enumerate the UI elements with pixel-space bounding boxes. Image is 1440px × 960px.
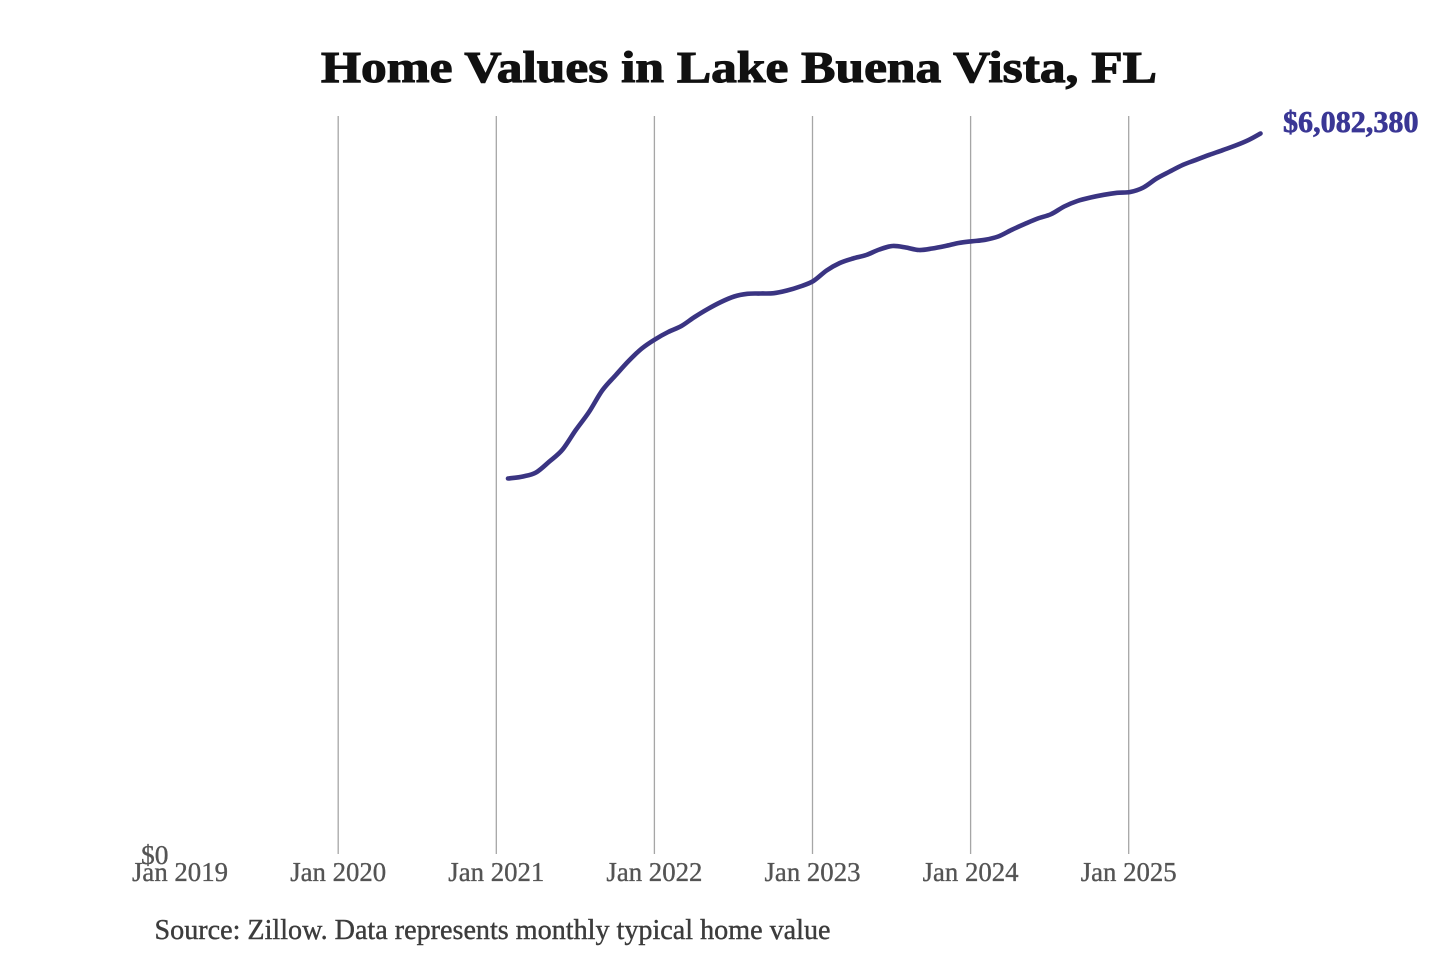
svg-text:Jan 2022: Jan 2022	[606, 856, 702, 887]
svg-text:Jan 2020: Jan 2020	[290, 856, 386, 887]
svg-text:Home Values in Lake Buena Vist: Home Values in Lake Buena Vista, FL	[321, 43, 1157, 92]
svg-text:Jan 2021: Jan 2021	[448, 856, 544, 887]
svg-text:$6,082,380: $6,082,380	[1283, 104, 1419, 139]
svg-text:Source: Zillow. Data represent: Source: Zillow. Data represents monthly …	[155, 914, 831, 946]
svg-text:Jan 2023: Jan 2023	[765, 856, 861, 887]
svg-text:$0: $0	[141, 839, 169, 870]
svg-text:Jan 2025: Jan 2025	[1081, 856, 1177, 887]
svg-text:Jan 2024: Jan 2024	[923, 856, 1019, 887]
svg-text:Jan 2019: Jan 2019	[132, 856, 228, 887]
